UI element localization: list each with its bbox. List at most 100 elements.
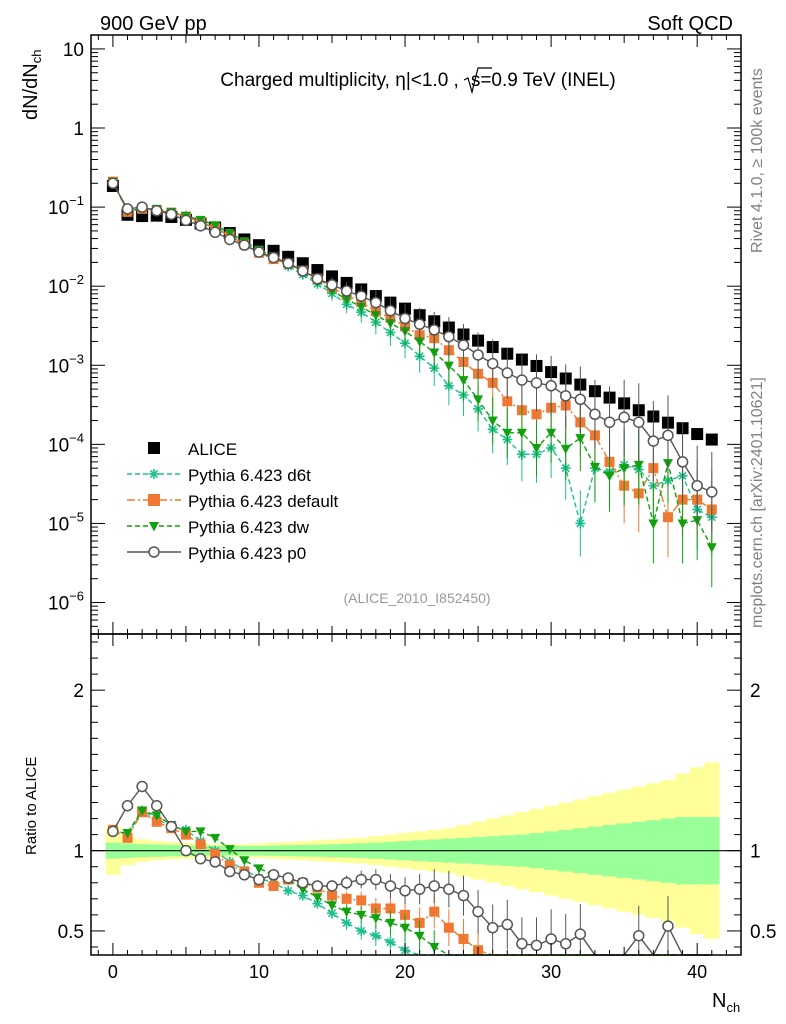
series-point [297,265,309,277]
ratio-point [414,931,425,942]
series-point [165,208,178,221]
ratio-tick-label-left: 2 [73,681,84,702]
ratio-point [341,893,352,904]
ratio-point [341,907,352,918]
series-point [311,273,324,285]
ratio-axis-label: Ratio to ALICE [23,757,40,855]
series-point [428,324,441,336]
ratio-point [224,860,235,871]
legend-label: ALICE [188,440,237,459]
ratio-point [356,910,367,921]
ratio-point [107,825,119,838]
ratio-point [180,827,191,837]
ratio-point [253,873,265,886]
ratio-point [385,903,396,914]
ratio-point [662,920,674,932]
ratio-point [195,827,206,837]
ratio-point [559,938,572,950]
legend: ALICE Pythia 6.423 d6t Pythia 6.423 defaul… [127,440,339,563]
series-point [589,462,600,473]
header-right: Soft QCD [647,13,733,35]
ratio-point [194,852,207,865]
ratio-point [311,880,324,892]
legend-label: Pythia 6.423 default [188,492,339,511]
series-point [604,471,615,482]
series-point [575,434,586,444]
series-point [706,543,717,553]
main-panel [106,176,718,588]
series-point [356,302,367,313]
series-point [647,435,660,447]
x-tick-label: 0 [108,962,118,982]
alice-point [691,428,704,441]
series-point [458,376,469,386]
alice-point [311,264,324,277]
ratio-point [327,901,338,911]
ratio-point [326,880,338,892]
ratio-point [341,917,352,928]
ratio-frame [90,633,742,956]
chart-title: Charged multiplicity, η|<1.0 , s=0.9 TeV … [220,70,615,91]
ratio-point [370,914,381,924]
y-tick-label: 10 [63,40,84,61]
x-tick-label: 40 [687,962,707,982]
ratio-point [137,806,148,817]
ratio-point [282,872,294,884]
ratio-point [443,922,454,933]
ratio-point [355,873,367,886]
ratio-point [399,885,411,897]
ratio-point [283,885,294,896]
ratio-point [195,839,206,850]
series-point [633,416,645,429]
mcplots-label: mcplots.cern.ch [arXiv:2401.10621] [749,377,766,628]
ratio-tick-label-left: 0.5 [58,922,84,943]
ratio-point [312,893,323,903]
series-point [677,519,688,529]
x-tick-label: 10 [249,962,269,982]
series-point [618,411,630,424]
ratio-point [429,942,440,953]
y-tick-label: 10−4 [48,430,84,456]
series-point [413,318,426,331]
series-point [370,296,382,309]
series-point [282,257,294,269]
ratio-tick-label-right: 0.5 [750,922,776,943]
ratio-point [180,844,192,857]
series-point [619,464,630,474]
series-point [662,512,673,523]
ratio-point [210,848,221,859]
ratio-point [136,780,148,793]
ratio-point [384,880,397,892]
y-tick-label: 10−5 [48,509,84,535]
series-point [486,357,499,370]
series-point [516,374,528,386]
ratio-tick-label-right: 2 [750,681,761,702]
ratio-point [239,856,250,866]
ratio-point [312,898,323,909]
ratio-point [356,895,367,906]
series-point [560,444,571,455]
series-point [238,239,251,251]
ratio-point [370,873,382,886]
ratio-point [428,880,441,892]
series-point [502,428,513,439]
ratio-point [297,877,309,889]
series-point [180,214,192,227]
series-point [209,226,221,239]
series-point [457,339,470,351]
series-point [107,177,119,190]
rivet-version-label: Rivet 4.1.0, ≥ 100k events [749,68,766,253]
series-point [502,396,513,407]
series-point [589,408,601,421]
ratio-point [267,869,280,881]
ratio-point [340,877,353,889]
y-tick-label: 10−6 [48,589,84,615]
series-point [429,348,440,359]
y-axis-label: dN/dNch [20,50,44,120]
ratio-point [327,890,338,901]
series-point [194,220,207,232]
series-point [603,416,616,429]
sqrt-symbol [463,67,492,95]
ratio-point [457,889,470,902]
